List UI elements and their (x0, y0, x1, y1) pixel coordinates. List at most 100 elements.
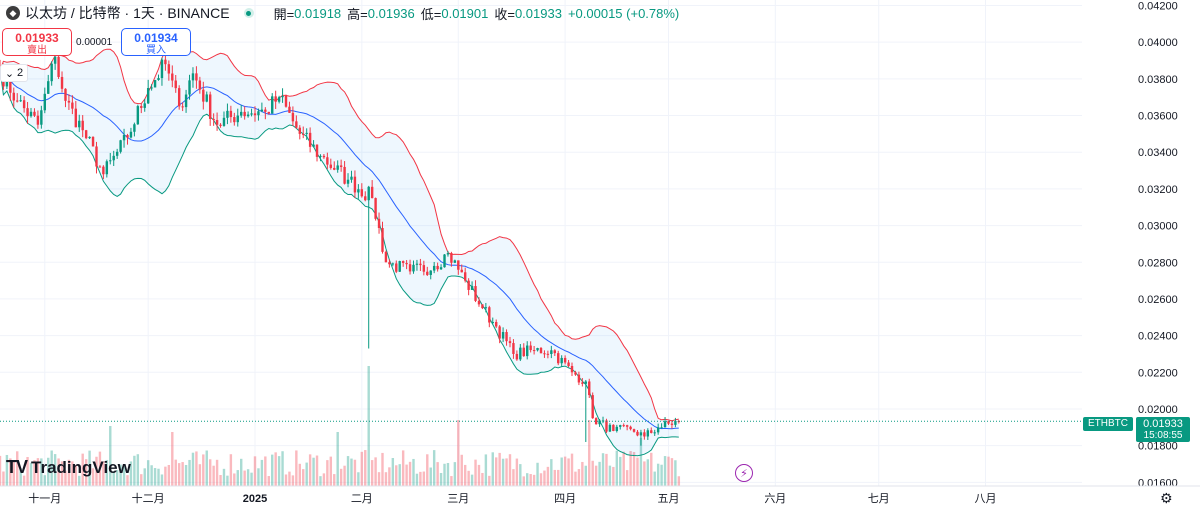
candle-body (157, 78, 160, 80)
volume-bar (240, 458, 243, 486)
candle-body (457, 260, 460, 270)
candle-body (164, 59, 167, 65)
chart-header: ◆ 以太坊 / 比特幣 · 1天 · BINANCE 開= 0.01918 高= 0… (6, 4, 679, 22)
candle-body (484, 307, 488, 309)
volume-bar (539, 473, 543, 486)
volume-bar (143, 468, 146, 486)
candle-body (288, 106, 291, 113)
candle-body (370, 186, 374, 199)
bar-countdown: 15:08:55 (1143, 430, 1183, 441)
volume-bar (653, 471, 656, 486)
candle-body (450, 253, 453, 263)
volume-bar (443, 463, 446, 486)
lightning-icon[interactable]: ⚡ (735, 464, 753, 482)
candle-body (295, 121, 298, 128)
volume-bar (126, 475, 129, 486)
candle-body (357, 189, 360, 193)
volume-bar (105, 459, 109, 486)
volume-bar (567, 458, 570, 486)
volume-bar (608, 465, 612, 486)
volume-bar (532, 474, 536, 486)
candle-body (636, 431, 639, 436)
candle-body (277, 97, 281, 102)
volume-bar (26, 457, 29, 486)
gear-icon[interactable]: ⚙ (1160, 490, 1173, 506)
volume-bar (401, 450, 405, 486)
candles (0, 53, 681, 446)
volume-bar (88, 450, 91, 486)
time-tick-label: 2025 (243, 493, 267, 505)
candle-body (67, 100, 71, 103)
candle-body (22, 100, 26, 109)
chevron-down-icon: ⌄ (4, 67, 15, 80)
candle-body (205, 94, 208, 102)
candle-body (481, 304, 484, 309)
volume-bar (40, 458, 43, 486)
sell-label: 賣出 (27, 45, 47, 56)
time-tick-label: 二月 (351, 493, 373, 505)
candle-body (395, 263, 398, 272)
last-price-value: 0.01933 (1143, 418, 1183, 430)
price-tick-label: 0.01800 (1138, 441, 1178, 453)
volume-bar (281, 451, 284, 486)
volume-bar (439, 473, 443, 486)
volume-bar (557, 469, 560, 486)
volume-bar (436, 462, 439, 486)
candle-body (508, 341, 512, 344)
volume-bar (581, 461, 584, 486)
volume-bar (377, 472, 381, 486)
candle-body (202, 89, 205, 102)
time-tick-label: 七月 (868, 492, 890, 505)
volume-bar (319, 476, 322, 486)
volume-bar (460, 454, 463, 486)
volume-bar (639, 438, 643, 486)
symbol-price-tag: ETHBTC (1083, 417, 1133, 431)
volume-bar (78, 475, 81, 486)
volume-bar (271, 454, 274, 486)
sell-button[interactable]: 0.01933 賣出 (2, 28, 72, 56)
tradingview-logo[interactable]: TV TradingView (6, 457, 131, 478)
volume-bar (174, 459, 177, 486)
volume-bar (250, 472, 253, 486)
candle-body (329, 164, 333, 168)
candle-body (60, 76, 64, 89)
volume-bar (643, 461, 646, 486)
symbol-title[interactable]: 以太坊 / 比特幣 · 1天 · BINANCE (25, 5, 230, 21)
volume-bar (339, 468, 343, 486)
candle-body (40, 110, 43, 125)
candle-body (126, 135, 129, 138)
volume-bar (405, 464, 408, 486)
indicators-toggle[interactable]: ⌄ 2 (0, 64, 28, 82)
price-tick-label: 0.02400 (1138, 331, 1178, 343)
volume-bar (260, 459, 264, 486)
volume-bar (243, 470, 246, 486)
candle-body (346, 179, 350, 184)
volume-bar (577, 469, 581, 486)
candle-body (398, 261, 401, 272)
candle-body (643, 432, 646, 437)
candle-body (443, 254, 446, 268)
candle-body (326, 157, 329, 165)
volume-bar (19, 468, 22, 486)
volume-bar (336, 432, 339, 486)
volume-bar (302, 469, 305, 486)
candle-body (574, 372, 577, 375)
candle-body (84, 130, 88, 139)
volume-bar (57, 458, 60, 486)
open-label: 開= (273, 6, 295, 22)
volume-bar (29, 462, 33, 486)
candle-body (474, 286, 477, 301)
close-label: 收= (494, 6, 515, 22)
volume-bar (43, 475, 47, 486)
price-tick-label: 0.03000 (1138, 221, 1178, 233)
candle-body (215, 120, 219, 125)
volume-bar (315, 455, 319, 486)
volume-bar (36, 458, 40, 486)
buy-button[interactable]: 0.01934 買入 (121, 28, 191, 56)
candle-body (143, 103, 146, 108)
candle-body (622, 425, 625, 427)
volume-bar (274, 452, 277, 486)
volume-bar (222, 468, 226, 486)
candle-body (140, 106, 143, 108)
